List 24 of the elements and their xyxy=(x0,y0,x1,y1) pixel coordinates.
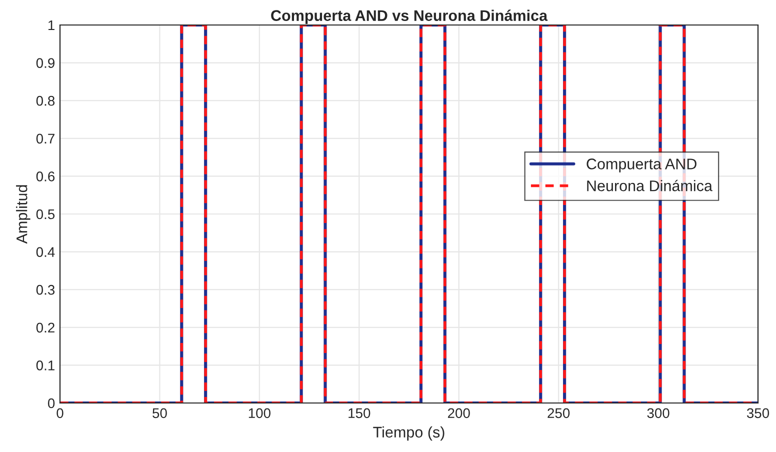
x-tick-label: 200 xyxy=(448,408,470,418)
y-tick-label: 0.1 xyxy=(36,360,54,370)
x-tick-label: 0 xyxy=(56,408,64,418)
x-tick-label: 350 xyxy=(746,408,770,418)
y-tick-label: 0.4 xyxy=(36,247,55,257)
x-tick-label: 250 xyxy=(548,408,570,418)
legend-label: Compuerta AND xyxy=(586,158,696,172)
y-tick-label: 0.5 xyxy=(36,209,55,220)
y-tick-label: 0.3 xyxy=(36,284,55,295)
x-tick-label: 300 xyxy=(647,408,670,418)
y-tick-label: 0.6 xyxy=(36,172,55,182)
y-tick-label: 1 xyxy=(48,20,54,30)
y-tick-label: 0 xyxy=(48,398,55,408)
y-tick-label: 0.8 xyxy=(36,96,55,106)
x-axis-title: Tiempo (s) xyxy=(373,426,444,441)
x-tick-label: 100 xyxy=(248,408,270,418)
x-tick-label: 50 xyxy=(152,408,167,418)
x-tick-label: 150 xyxy=(348,408,370,418)
legend-label: Neurona Dinámica xyxy=(587,180,712,192)
y-axis-title: Amplitud xyxy=(16,185,30,244)
y-tick-label: 0.9 xyxy=(36,58,54,68)
y-tick-label: 0.7 xyxy=(36,134,54,144)
y-tick-label: 0.2 xyxy=(36,322,54,333)
chart-title: Compuerta AND vs Neurona Dinámica xyxy=(271,10,548,24)
